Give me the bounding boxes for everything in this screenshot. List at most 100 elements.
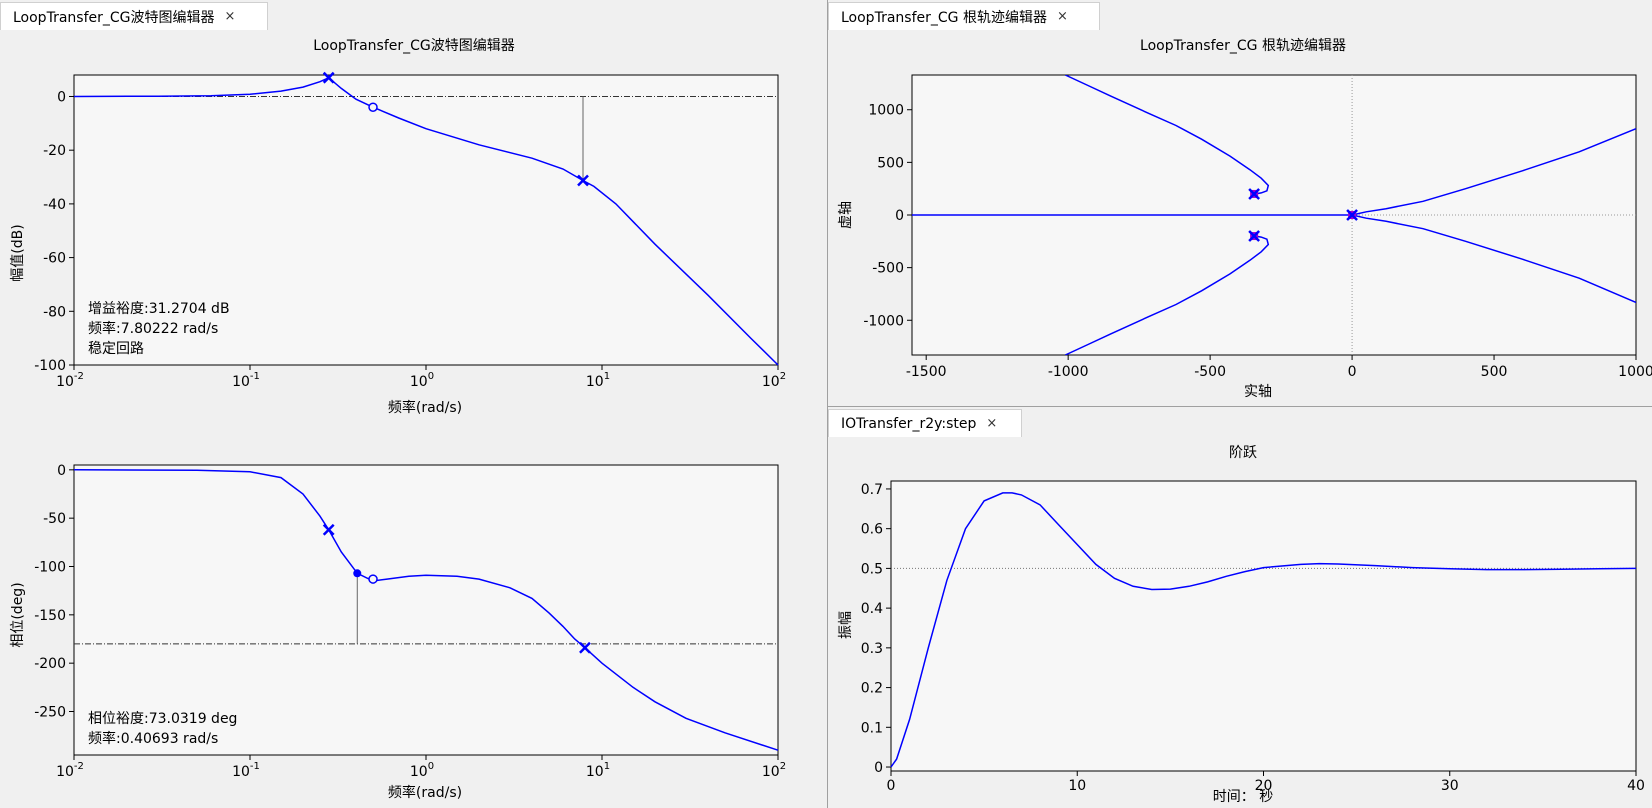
- mag-plot-area[interactable]: [73, 74, 779, 366]
- phase-x-tick-labels: 10-2 10-1 100 101 102: [56, 755, 786, 780]
- locus-branch: [1064, 75, 1270, 195]
- step-content: 阶跃 振幅 时间： 秒 0.7 0.6 0.5 0.4 0.3 0.2 0.1 0 0 10 20…: [828, 437, 1652, 808]
- y-tick-label: 0.3: [861, 641, 883, 657]
- phase-plot-area[interactable]: [73, 464, 779, 756]
- tick-base: 10: [586, 374, 604, 390]
- mag-marker: [368, 102, 378, 112]
- phase-info: 相位裕度:73.0319 deg 频率:0.40693 rad/s: [88, 711, 237, 747]
- rootlocus-svg[interactable]: LoopTransfer_CG 根轨迹编辑器 虚轴 实轴 1000 500 0 -50…: [828, 30, 1652, 406]
- phase-marker: [353, 569, 362, 578]
- y-tick-label: -150: [34, 608, 66, 624]
- rootlocus-ylabel: 虚轴: [838, 201, 854, 229]
- mag-plot: [73, 71, 779, 366]
- tick-exponent: -2: [74, 371, 84, 382]
- x-tick-label: 40: [1627, 778, 1645, 794]
- y-tick-label: -100: [34, 358, 66, 374]
- vertical-splitter[interactable]: [827, 0, 828, 808]
- x-tick-label: 500: [1481, 364, 1508, 380]
- pole-marker: [1248, 230, 1261, 242]
- x-tick-label: 10-2: [56, 761, 84, 780]
- phase-axis-labels: 相位(deg) 频率(rad/s): [10, 582, 462, 801]
- bode-content: LoopTransfer_CG波特图编辑器 幅值(dB) 频率(rad/s) 0…: [0, 30, 827, 808]
- rootlocus-x-tick-labels: -1500 -1000 -500 0 500 1000: [906, 355, 1652, 380]
- gain-margin-text: 增益裕度:31.2704 dB: [88, 301, 230, 317]
- x-tick-label: 101: [586, 761, 610, 780]
- step-xlabel: 时间： 秒: [1213, 789, 1273, 805]
- mag-axis-labels: 幅值(dB) 频率(rad/s): [10, 224, 462, 416]
- close-icon[interactable]: ×: [1056, 9, 1068, 24]
- phase-marker: [322, 523, 335, 536]
- x-tick-label: 0: [887, 778, 896, 794]
- tick-base: 10: [56, 764, 74, 780]
- tick-exponent: -2: [74, 761, 84, 772]
- y-tick-label: 0.4: [861, 601, 883, 617]
- tick-base: 10: [586, 764, 604, 780]
- x-tick-label: -1500: [906, 364, 947, 380]
- rootlocus-content: LoopTransfer_CG 根轨迹编辑器 虚轴 实轴 1000 500 0 -50…: [828, 30, 1652, 406]
- phase-plot: [73, 469, 779, 751]
- x-tick-label: 10-1: [232, 371, 260, 390]
- locus-branch: [1064, 235, 1270, 355]
- mag-x-tick-labels: 10-2 10-1 100 101 102: [56, 365, 786, 390]
- y-tick-label: -100: [34, 560, 66, 576]
- mag-marker: [322, 71, 335, 84]
- y-tick-label: 0.6: [861, 522, 883, 538]
- tick-exponent: 2: [780, 371, 786, 382]
- step-ylabel: 振幅: [838, 611, 854, 639]
- x-tick-label: 1000: [1618, 364, 1652, 380]
- horizontal-splitter[interactable]: [828, 406, 1652, 407]
- x-tick-label: -500: [1194, 364, 1226, 380]
- y-tick-label: -50: [43, 511, 66, 527]
- tab-step-response[interactable]: IOTransfer_r2y:step ×: [828, 409, 1022, 437]
- bode-tabbar: LoopTransfer_CG波特图编辑器 ×: [0, 0, 827, 31]
- magnitude-curve: [73, 76, 779, 366]
- locus-branch: [1351, 128, 1636, 216]
- phase-marker: [368, 574, 378, 584]
- mag-y-tick-labels: 0 -20 -40 -60 -80 -100: [34, 89, 74, 374]
- x-tick-label: 102: [762, 371, 786, 390]
- phase-marker: [579, 641, 591, 654]
- bode-title: LoopTransfer_CG波特图编辑器: [313, 38, 515, 54]
- y-tick-label: -20: [43, 143, 66, 159]
- rootlocus-xlabel: 实轴: [1244, 384, 1272, 400]
- step-title: 阶跃: [1229, 445, 1257, 461]
- tab-bode-editor[interactable]: LoopTransfer_CG波特图编辑器 ×: [0, 2, 268, 30]
- close-icon[interactable]: ×: [986, 416, 998, 431]
- phase-curve: [73, 469, 779, 751]
- step-tabbar: IOTransfer_r2y:step ×: [828, 407, 1652, 438]
- tab-label: LoopTransfer_CG波特图编辑器: [13, 9, 215, 26]
- close-icon[interactable]: ×: [224, 9, 236, 24]
- step-plot: [890, 492, 1637, 768]
- y-tick-label: 0: [57, 463, 66, 479]
- tick-exponent: 2: [780, 761, 786, 772]
- y-tick-label: 0: [895, 208, 904, 224]
- y-tick-label: 500: [877, 155, 904, 171]
- y-tick-label: -1000: [863, 313, 904, 329]
- phase-margin-text: 相位裕度:73.0319 deg: [88, 711, 237, 727]
- x-tick-label: 100: [410, 761, 434, 780]
- step-svg[interactable]: 阶跃 振幅 时间： 秒 0.7 0.6 0.5 0.4 0.3 0.2 0.1 0 0 10 20…: [828, 437, 1652, 808]
- step-plot-area[interactable]: [890, 480, 1637, 772]
- x-tick-label: -1000: [1048, 364, 1089, 380]
- y-tick-label: 0.2: [861, 681, 883, 697]
- x-tick-label: 100: [410, 371, 434, 390]
- rootlocus-tabbar: LoopTransfer_CG 根轨迹编辑器 ×: [828, 0, 1652, 31]
- tick-exponent: 0: [428, 371, 434, 382]
- stability-text: 稳定回路: [88, 341, 144, 357]
- y-tick-label: 0: [874, 760, 883, 776]
- x-tick-label: 20: [1255, 778, 1273, 794]
- x-tick-label: 10: [1068, 778, 1086, 794]
- tick-exponent: -1: [250, 761, 260, 772]
- bode-svg[interactable]: LoopTransfer_CG波特图编辑器 幅值(dB) 频率(rad/s) 0…: [0, 30, 827, 808]
- rootlocus-panel: LoopTransfer_CG 根轨迹编辑器 × LoopTransfer_CG…: [828, 0, 1652, 406]
- x-tick-label: 30: [1441, 778, 1459, 794]
- y-tick-label: 0.5: [861, 561, 883, 577]
- step-x-tick-labels: 0 10 20 30 40: [887, 771, 1645, 794]
- y-tick-label: -250: [34, 705, 66, 721]
- tab-rootlocus-editor[interactable]: LoopTransfer_CG 根轨迹编辑器 ×: [828, 2, 1100, 30]
- x-tick-label: 0: [1348, 364, 1357, 380]
- tick-base: 10: [762, 764, 780, 780]
- phase-ylabel: 相位(deg): [10, 582, 26, 647]
- pole-marker: [1346, 209, 1358, 221]
- tick-base: 10: [56, 374, 74, 390]
